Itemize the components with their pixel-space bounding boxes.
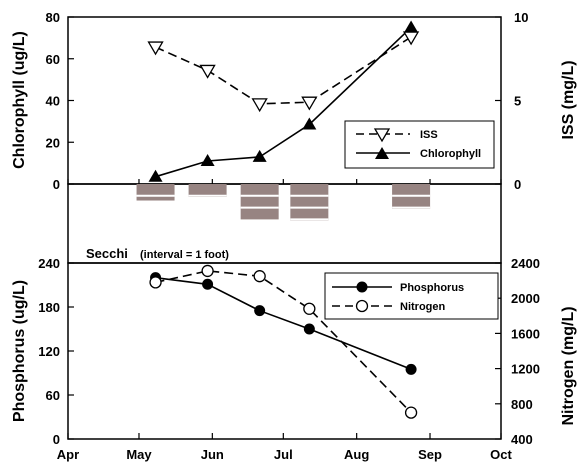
x-tick-label: May [126, 447, 152, 462]
iss-point [301, 96, 318, 111]
secchi-bar [290, 184, 329, 221]
secchi-label: Secchi [86, 246, 128, 261]
phosphorus-point [303, 323, 315, 335]
iss-axis-title: ISS (mg/L) [560, 60, 577, 139]
x-tick-label: Jun [201, 447, 224, 462]
top-right-tick-label: 0 [514, 177, 521, 192]
top-left-tick-label: 0 [53, 177, 60, 192]
top-left-tick-label: 40 [46, 94, 60, 109]
phosphorus-axis-title: Phosphorus (ug/L) [11, 280, 28, 422]
chlorophyll-point [302, 117, 317, 130]
bottom-right-tick-label: 2000 [511, 291, 540, 306]
secchi-bar [136, 184, 175, 201]
nitrogen-point [201, 264, 214, 278]
x-tick-label: Apr [57, 447, 79, 462]
legend-chlorophyll-label: Chlorophyll [420, 148, 481, 160]
iss-line [155, 36, 412, 105]
x-tick-label: Aug [344, 447, 369, 462]
nitrogen-point [303, 302, 316, 315]
top-left-tick-label: 20 [46, 135, 60, 150]
legend-iss-label: ISS [420, 129, 438, 141]
phosphorus-point [202, 278, 214, 290]
bottom-right-tick-label: 1600 [511, 326, 540, 341]
x-tick-label: Oct [490, 447, 512, 462]
top-right-tick-label: 10 [514, 10, 528, 25]
top-legend-box [344, 120, 495, 169]
bottom-legend-box [324, 272, 499, 320]
secchi-bar [188, 184, 227, 197]
bottom-left-tick-label: 0 [53, 432, 60, 447]
x-tick-label: Sep [418, 447, 442, 462]
iss-point [402, 31, 420, 46]
nitrogen-point [404, 406, 418, 419]
iss-point [147, 41, 164, 56]
nitrogen-point [149, 276, 162, 289]
x-tick-label: Jul [274, 447, 293, 462]
secchi-bar [240, 184, 279, 220]
legend-nitrogen-marker [355, 299, 369, 313]
bottom-right-tick-label: 1200 [511, 362, 540, 377]
top-right-tick-label: 5 [514, 94, 521, 109]
iss-point [251, 98, 268, 113]
iss-point [199, 64, 216, 79]
legend-phosphorus-marker [356, 281, 368, 293]
chlorophyll-point [200, 154, 215, 167]
nitrogen-point [253, 270, 266, 283]
legend-chlorophyll-marker [375, 147, 389, 159]
bottom-left-tick-label: 180 [38, 300, 60, 315]
bottom-right-tick-label: 800 [511, 397, 533, 412]
chlorophyll-point [404, 20, 419, 33]
secchi-sublabel: (interval = 1 foot) [140, 249, 229, 261]
bottom-right-tick-label: 2400 [511, 256, 540, 271]
nitrogen-axis-title: Nitrogen (mg/L) [560, 306, 577, 425]
chlorophyll-point [148, 169, 163, 182]
phosphorus-point [405, 363, 417, 375]
legend-nitrogen-label: Nitrogen [400, 301, 446, 313]
chlorophyll-point [252, 149, 267, 162]
bottom-left-tick-label: 240 [38, 256, 60, 271]
legend-phosphorus-label: Phosphorus [400, 282, 464, 294]
phosphorus-point [254, 305, 266, 317]
top-left-tick-label: 80 [46, 10, 60, 25]
bottom-left-tick-label: 120 [38, 344, 60, 359]
middle-panel-frame [67, 183, 502, 264]
chlorophyll-axis-title: Chlorophyll (ug/L) [11, 31, 28, 169]
bottom-right-tick-label: 400 [511, 432, 533, 447]
bottom-left-tick-label: 60 [46, 388, 60, 403]
top-left-tick-label: 60 [46, 52, 60, 67]
legend-iss-marker [373, 128, 391, 143]
bottom-legend: Phosphorus Nitrogen [324, 272, 499, 320]
top-legend: ISS Chlorophyll [344, 120, 495, 169]
